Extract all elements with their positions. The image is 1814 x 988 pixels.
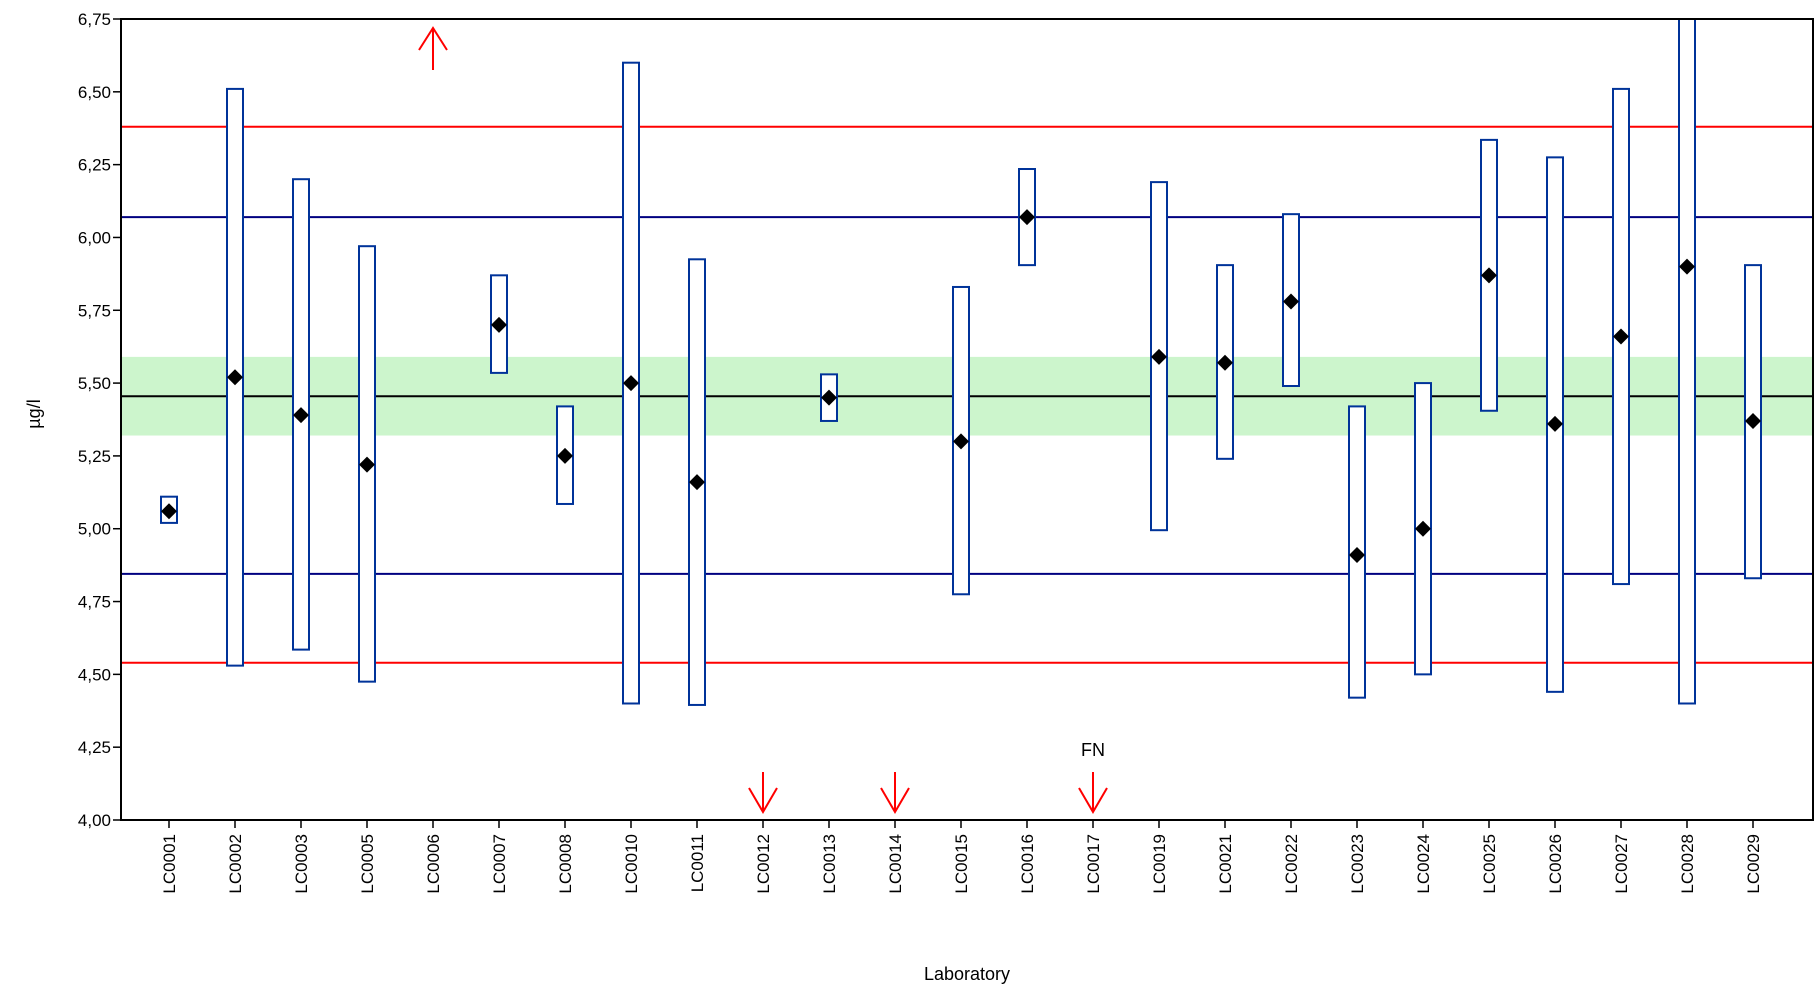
x-tick-label-LC0022: LC0022 [1282,834,1301,894]
x-tick-label-LC0021: LC0021 [1216,834,1235,894]
x-tick-label-LC0002: LC0002 [226,834,245,894]
data-point-LC0016 [1019,209,1035,226]
x-tick-label-LC0012: LC0012 [754,834,773,894]
plot-frame [120,18,1814,821]
x-tick-label-LC0023: LC0023 [1348,834,1367,894]
limit-lines-layer [121,125,1813,664]
out-of-range-down-arrow-LC0012 [748,772,778,814]
data-point-LC0022 [1283,293,1299,310]
x-tick-label-LC0013: LC0013 [820,834,839,894]
data-point-LC0024 [1415,520,1431,537]
data-point-LC0015 [953,433,969,450]
x-axis-title: Laboratory [924,964,1010,984]
x-tick-label-LC0008: LC0008 [556,834,575,894]
y-axis: 4,00 4,25 4,50 4,75 5,00 5,25 5,50 5,75 6,00 6,25… [78,10,121,830]
x-tick-label-LC0029: LC0029 [1744,834,1763,894]
data-point-LC0021 [1217,354,1233,371]
arrow-layer: FN [418,26,1108,814]
data-point-LC0010 [623,375,639,392]
annotation-LC0017: FN [1081,740,1105,760]
data-point-LC0027 [1613,328,1629,345]
y-tick-label: 5,75 [78,301,111,320]
data-point-LC0003 [293,407,309,424]
data-point-LC0002 [227,369,243,386]
interval-layer [160,18,1762,706]
x-tick-label-LC0017: LC0017 [1084,834,1103,894]
data-point-LC0023 [1349,546,1365,563]
y-tick-label: 4,25 [78,738,111,757]
data-point-LC0029 [1745,412,1761,429]
x-tick-label-LC0010: LC0010 [622,834,641,894]
y-tick-label: 5,50 [78,374,111,393]
y-tick-label: 6,50 [78,83,111,102]
y-tick-label: 4,50 [78,665,111,684]
x-tick-label-LC0016: LC0016 [1018,834,1037,894]
x-tick-label-LC0025: LC0025 [1480,834,1499,894]
data-point-LC0013 [821,389,837,406]
out-of-range-up-arrow-LC0006 [418,26,448,70]
x-tick-label-LC0015: LC0015 [952,834,971,894]
y-tick-label: 5,25 [78,447,111,466]
plot-frame-layer [120,18,1814,821]
x-axis: LC0001 LC0002 LC0003 LC0005 LC0006 LC0007 LC00… [160,820,1763,894]
data-point-LC0011 [689,474,705,491]
y-tick-label: 6,00 [78,228,111,247]
x-tick-label-LC0001: LC0001 [160,834,179,894]
y-axis-title: µg/l [24,399,44,428]
x-tick-label-LC0024: LC0024 [1414,834,1433,894]
data-point-LC0028 [1679,258,1695,275]
out-of-range-down-arrow-LC0017 [1078,772,1108,814]
y-tick-label: 5,00 [78,520,111,539]
point-layer [161,209,1761,563]
y-tick-label: 4,75 [78,593,111,612]
uncertainty-interval-LC0028 [1678,18,1696,705]
data-point-LC0007 [491,316,507,333]
x-tick-label-LC0014: LC0014 [886,834,905,894]
x-tick-label-LC0028: LC0028 [1678,834,1697,894]
x-tick-label-LC0027: LC0027 [1612,834,1631,894]
data-point-LC0001 [161,503,177,520]
x-tick-label-LC0026: LC0026 [1546,834,1565,894]
data-point-LC0025 [1481,267,1497,284]
y-tick-label: 4,00 [78,811,111,830]
data-point-LC0019 [1151,348,1167,365]
x-tick-label-LC0007: LC0007 [490,834,509,894]
data-point-LC0005 [359,456,375,473]
data-point-LC0008 [557,447,573,464]
out-of-range-down-arrow-LC0014 [880,772,910,814]
x-tick-label-LC0003: LC0003 [292,834,311,894]
x-tick-label-LC0005: LC0005 [358,834,377,894]
data-point-LC0026 [1547,415,1563,432]
x-tick-label-LC0006: LC0006 [424,834,443,894]
y-tick-label: 6,25 [78,156,111,175]
x-tick-label-LC0011: LC0011 [688,834,707,892]
x-tick-label-LC0019: LC0019 [1150,834,1169,894]
y-tick-label: 6,75 [78,10,111,29]
